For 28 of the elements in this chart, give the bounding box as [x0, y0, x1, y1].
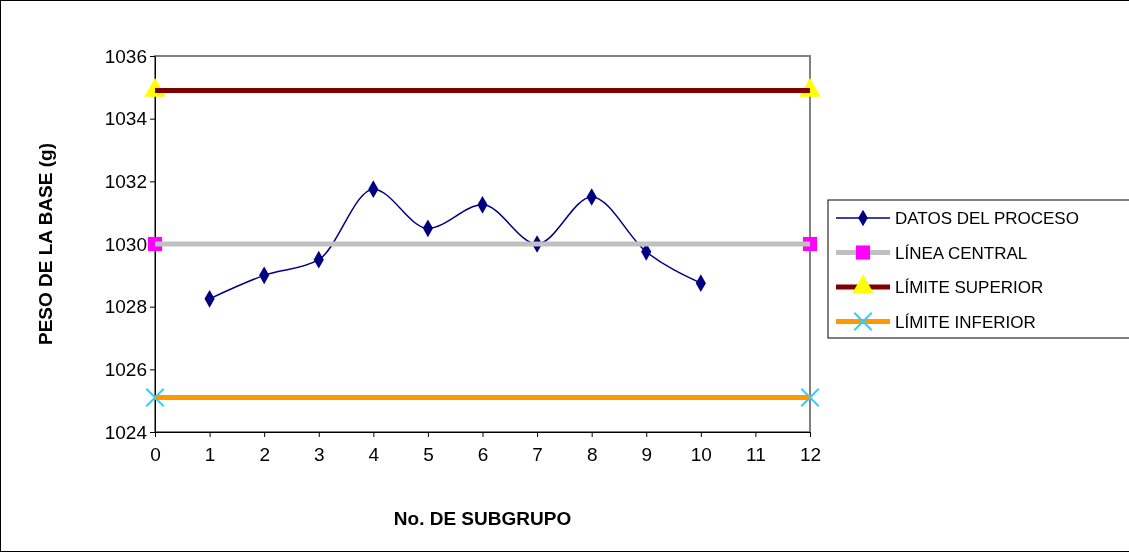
x-tick-label: 4: [368, 443, 380, 465]
point: [145, 387, 165, 408]
point: [800, 387, 820, 408]
x-axis-title: No. DE SUBGRUPO: [393, 508, 572, 529]
legend-label: LÍNEA CENTRAL: [895, 243, 1028, 263]
x-tick-label: 11: [746, 443, 766, 465]
x-tick-label: 2: [259, 443, 270, 465]
x-tick-label: 6: [477, 443, 489, 465]
y-axis-title: PESO DE LA BASE (g): [35, 143, 56, 345]
x-tick-label: 5: [423, 443, 434, 465]
x-tick-label: 8: [586, 443, 598, 465]
y-tick-label: 1030: [104, 233, 147, 255]
x-tick-label: 10: [690, 443, 712, 465]
y-tick-label: 1028: [104, 296, 147, 318]
y-tick-label: 1034: [104, 108, 148, 130]
x-tick-label: 0: [150, 443, 161, 465]
y-tick-label: 1026: [104, 358, 147, 380]
x-tick-label: 7: [532, 443, 543, 465]
y-tick-label: 1036: [104, 45, 147, 67]
x-tick-label: 9: [641, 443, 653, 465]
legend-label: DATOS DEL PROCESO: [895, 209, 1079, 228]
x-tick-label: 12: [799, 443, 822, 465]
legend-label: LÍMITE INFERIOR: [895, 312, 1036, 332]
x-tick-label: 3: [313, 443, 325, 465]
x-tick-label: 1: [204, 443, 216, 465]
y-tick-label: 1032: [104, 170, 147, 192]
y-tick-label: 1024: [104, 421, 148, 443]
legend-label: LÍMITE SUPERIOR: [895, 278, 1044, 297]
